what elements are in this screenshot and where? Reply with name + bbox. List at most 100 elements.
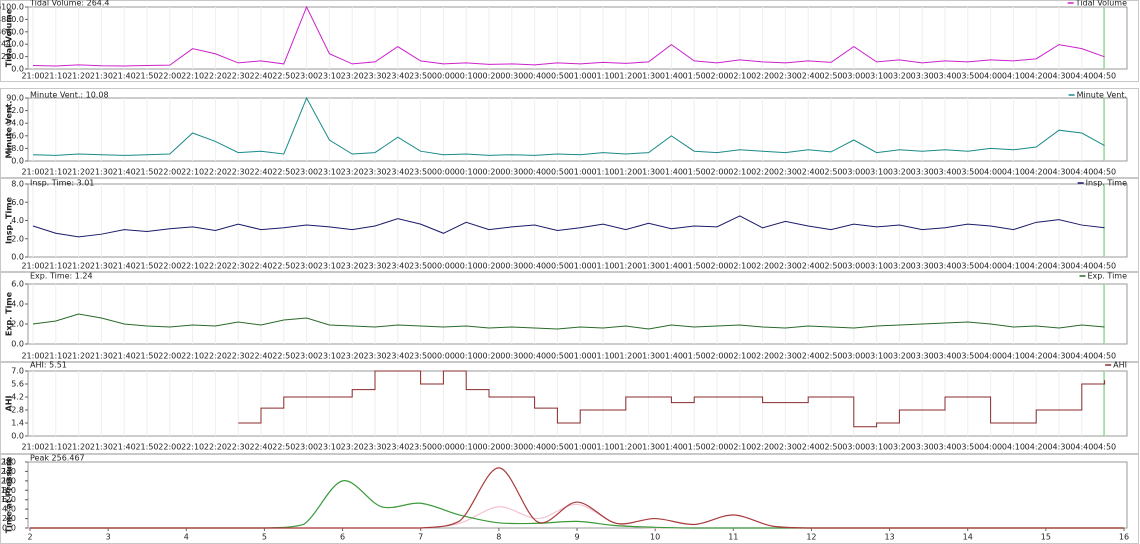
x-tick-label: 23:50	[409, 72, 432, 81]
x-tick-label: 03:50	[956, 352, 979, 361]
y2-tick-label: 6	[2, 495, 7, 504]
y-tick-label: 2440.0	[0, 40, 24, 49]
x-tick-label: 23:40	[386, 72, 409, 81]
x-tick-label: 03:40	[933, 168, 956, 177]
x-tick-label: 22:20	[204, 72, 227, 81]
x-tick-label: 21:40	[113, 72, 136, 81]
panel	[0, 178, 1139, 272]
x-tick-label: 00:00	[432, 262, 455, 271]
x-tick-label: 11	[728, 533, 738, 542]
x-tick-label: 02:50	[819, 262, 842, 271]
y-axis-label: AHI	[5, 396, 14, 412]
x-tick-label: 13	[884, 533, 894, 542]
x-tick-label: 01:20	[614, 262, 637, 271]
x-tick-label: 21:00	[21, 168, 44, 177]
x-tick-label: 23:10	[318, 72, 341, 81]
x-tick-label: 01:30	[637, 72, 660, 81]
pressure-curve	[30, 467, 1124, 529]
y2-tick-label: 4	[2, 505, 7, 514]
panel-header: Tidal Volume: 264.4	[29, 0, 110, 8]
x-tick-label: 00:30	[500, 443, 523, 452]
x-tick-label: 22:30	[227, 443, 250, 452]
x-tick-label: 22:10	[181, 352, 204, 361]
x-tick-label: 23:00	[295, 443, 318, 452]
y-tick-label: 72.0	[6, 106, 24, 115]
y-axis-label: Minute Vent.	[5, 101, 14, 159]
y-tick-label: 4.2	[11, 393, 24, 402]
x-tick-label: 04:40	[1070, 168, 1093, 177]
panel-header: AHI: 5.51	[30, 361, 67, 370]
x-tick-label: 02:10	[728, 262, 751, 271]
x-tick-label: 5	[262, 533, 267, 542]
x-tick-label: 23:00	[295, 352, 318, 361]
x-tick-label: 23:50	[409, 352, 432, 361]
x-tick-label: 01:00	[569, 262, 592, 271]
y-tick-label: 6.0	[11, 198, 24, 207]
x-tick-label: 21:50	[135, 168, 158, 177]
x-tick-label: 21:10	[44, 262, 67, 271]
x-tick-label: 4	[184, 533, 189, 542]
x-tick-label: 22:10	[181, 262, 204, 271]
x-tick-label: 04:10	[1002, 352, 1025, 361]
x-tick-label: 02:10	[728, 168, 751, 177]
x-tick-label: 00:10	[455, 352, 478, 361]
y-tick-label: 2.0	[11, 234, 24, 243]
x-tick-label: 03:00	[842, 352, 865, 361]
x-tick-label: 16	[1119, 533, 1129, 542]
x-tick-label: 23:30	[363, 352, 386, 361]
y-tick-label: 200	[1, 476, 16, 485]
x-tick-label: 02:40	[797, 352, 820, 361]
x-tick-label: 22:50	[272, 262, 295, 271]
x-tick-label: 21:30	[90, 262, 113, 271]
x-tick-label: 22:30	[227, 262, 250, 271]
legend-label: Insp. Time	[1086, 179, 1127, 188]
y-tick-label: 40	[6, 514, 16, 523]
x-tick-label: 00:40	[523, 168, 546, 177]
x-tick-label: 22:00	[158, 443, 181, 452]
x-tick-label: 22:00	[158, 352, 181, 361]
x-tick-label: 00:10	[455, 262, 478, 271]
x-tick-label: 00:50	[546, 352, 569, 361]
x-tick-label: 01:40	[660, 262, 683, 271]
x-tick-label: 01:30	[637, 168, 660, 177]
x-tick-label: 04:40	[1070, 262, 1093, 271]
x-tick-label: 03:10	[865, 72, 888, 81]
y-tick-label: 90.0	[6, 94, 24, 103]
x-tick-label: 01:10	[591, 168, 614, 177]
x-tick-label: 15	[1041, 533, 1051, 542]
x-tick-label: 03:00	[842, 72, 865, 81]
y-tick-label: 18.0	[6, 144, 24, 153]
x-tick-label: 03:10	[865, 352, 888, 361]
x-tick-label: 23:40	[386, 262, 409, 271]
x-tick-label: 00:30	[500, 72, 523, 81]
x-tick-label: 04:40	[1070, 352, 1093, 361]
x-tick-label: 02:20	[751, 262, 774, 271]
x-tick-label: 12	[806, 533, 816, 542]
x-tick-label: 00:50	[546, 72, 569, 81]
x-tick-label: 03:20	[888, 443, 911, 452]
panel-header: Peak 256.467	[30, 454, 85, 463]
x-tick-label: 00:20	[477, 168, 500, 177]
x-tick-label: 14	[963, 533, 973, 542]
x-tick-label: 04:00	[979, 72, 1002, 81]
x-tick-label: 02:40	[797, 168, 820, 177]
x-tick-label: 03:50	[956, 72, 979, 81]
x-tick-label: 23:30	[363, 168, 386, 177]
x-tick-label: 9	[574, 533, 579, 542]
plot-area	[27, 97, 1128, 162]
x-tick-label: 00:00	[432, 72, 455, 81]
x-tick-label: 21:00	[21, 72, 44, 81]
x-tick-label: 01:10	[591, 443, 614, 452]
y-tick-label: 54.0	[6, 119, 24, 128]
x-tick-label: 00:30	[500, 352, 523, 361]
x-tick-label: 23:00	[295, 72, 318, 81]
x-tick-label: 04:30	[1047, 168, 1070, 177]
x-tick-label: 04:20	[1025, 72, 1048, 81]
x-tick-label: 04:30	[1047, 262, 1070, 271]
x-tick-label: 21:50	[135, 72, 158, 81]
x-tick-label: 23:50	[409, 168, 432, 177]
x-tick-label: 03:10	[865, 262, 888, 271]
x-tick-label: 04:10	[1002, 443, 1025, 452]
x-tick-label: 02:50	[819, 168, 842, 177]
